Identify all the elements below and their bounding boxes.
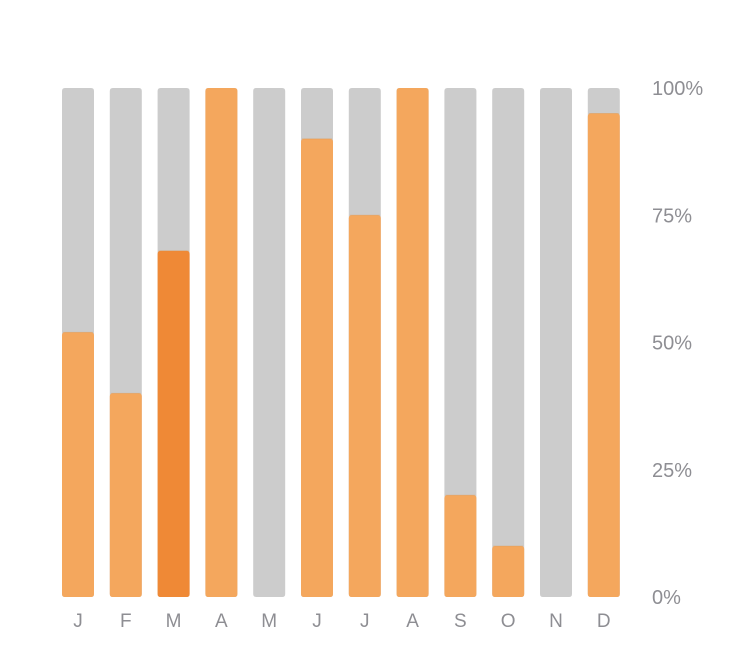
bar-track-5 — [253, 88, 286, 597]
bar-value-3[interactable] — [157, 250, 190, 597]
bar-value-8[interactable] — [396, 88, 429, 597]
bar-value-9[interactable] — [444, 495, 477, 597]
y-tick-label: 0% — [652, 587, 681, 609]
x-tick-label: J — [360, 611, 370, 632]
x-tick-label: J — [73, 611, 83, 632]
bars-layer — [62, 88, 620, 597]
bar-value-2[interactable] — [109, 393, 142, 597]
bar-track-9 — [444, 88, 477, 597]
y-tick-label: 75% — [652, 205, 692, 227]
bar-value-1[interactable] — [62, 332, 94, 597]
x-tick-label: A — [406, 611, 419, 632]
x-tick-label: J — [312, 611, 322, 632]
y-axis: 100% 75% 50% 25% 0% — [652, 78, 703, 609]
x-tick-label: M — [166, 611, 182, 632]
x-tick-label: N — [549, 611, 563, 632]
y-tick-label: 100% — [652, 78, 703, 100]
x-tick-label: M — [261, 611, 277, 632]
bar-value-4[interactable] — [205, 88, 238, 597]
x-tick-label: O — [501, 611, 516, 632]
x-tick-label: A — [215, 611, 228, 632]
x-tick-label: D — [597, 611, 611, 632]
y-tick-label: 25% — [652, 460, 692, 482]
bar-value-6[interactable] — [301, 138, 333, 597]
x-tick-label: S — [454, 611, 467, 632]
bar-track-11 — [540, 88, 572, 597]
bar-value-10[interactable] — [492, 546, 525, 597]
x-tick-label: F — [120, 611, 132, 632]
bar-track-10 — [492, 88, 525, 597]
bar-value-12[interactable] — [587, 113, 620, 597]
bar-value-7[interactable] — [348, 215, 381, 597]
y-tick-label: 50% — [652, 333, 692, 355]
